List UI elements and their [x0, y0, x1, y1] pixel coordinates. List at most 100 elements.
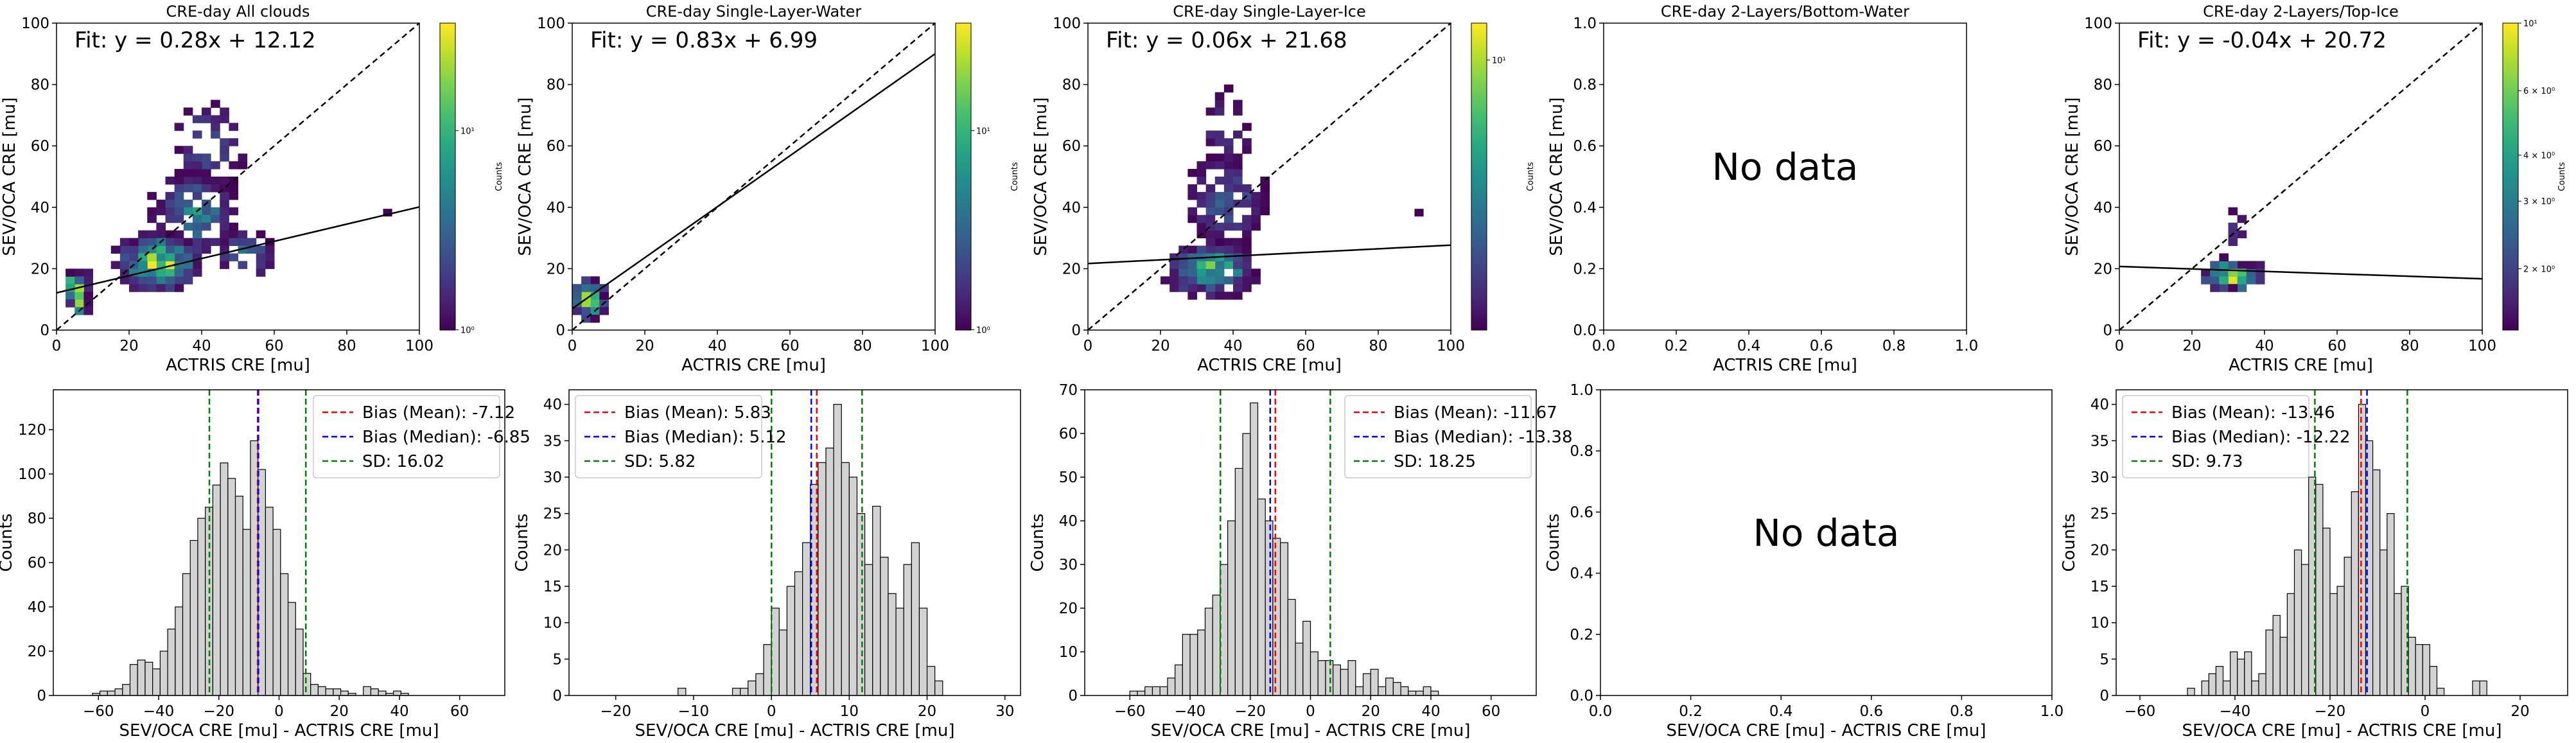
histogram-bar — [1400, 686, 1409, 696]
hist-ylabel: Counts — [0, 514, 16, 572]
density-cell — [138, 230, 148, 239]
density-cell — [192, 184, 202, 193]
hist-xtick-label: 0.0 — [1589, 703, 1613, 720]
density-cell — [1242, 184, 1252, 193]
density-cell — [1223, 161, 1234, 170]
density-cell — [1205, 230, 1216, 239]
hist-xtick-label: 20 — [2510, 703, 2529, 720]
colorbar-label: Counts — [2557, 162, 2567, 191]
histogram-bar — [2379, 549, 2388, 696]
histogram-bar — [778, 629, 787, 696]
density-cell — [2246, 276, 2256, 284]
density-cell — [256, 253, 266, 261]
histogram-bar — [825, 448, 834, 696]
density-cell — [1187, 292, 1197, 300]
density-cell — [1205, 276, 1216, 284]
histogram-panel-4: −60 −40 −20 0 20 0 5 10 15 20 25 30 35 40 SEV/OCA CRE … — [2060, 389, 2568, 740]
density-cell — [1196, 276, 1207, 284]
density-cell — [74, 268, 84, 277]
histogram-bar — [1189, 634, 1198, 696]
histogram-bar — [182, 573, 191, 696]
scatter-xlabel: ACTRIS CRE [mu] — [1197, 356, 1342, 375]
colorbar-label: Counts — [1526, 162, 1536, 191]
hist-xtick-label: 1.0 — [2040, 703, 2064, 720]
density-cell — [119, 245, 130, 254]
scatter-xlabel: ACTRIS CRE [mu] — [2229, 356, 2373, 375]
histogram-bar — [771, 608, 780, 696]
hist-xlabel: SEV/OCA CRE [mu] - ACTRIS CRE [mu] — [119, 721, 439, 740]
density-cell — [1187, 268, 1197, 277]
scatter-ytick-label: 80 — [547, 77, 565, 94]
scatter-ytick-label: 0.4 — [1573, 200, 1597, 216]
hist-xtick-label: 0 — [1306, 703, 1315, 720]
density-cell — [138, 276, 148, 284]
density-cell — [1223, 191, 1234, 200]
density-cell — [220, 230, 229, 239]
density-cell — [220, 245, 229, 254]
hist-xtick-label: −60 — [2125, 703, 2156, 720]
histogram-bar — [934, 680, 943, 696]
density-cell — [1233, 184, 1243, 193]
density-cell — [1233, 245, 1243, 254]
histogram-panel-3: 0.0 0.2 0.4 0.6 0.8 1.0 0.0 0.2 0.4 0.6 0.8 1.0 SEV/… — [1544, 382, 2063, 740]
histogram-bar — [833, 404, 842, 696]
density-cell — [1223, 146, 1234, 154]
density-cell — [1178, 284, 1188, 292]
scatter-ytick-label: 0.2 — [1573, 261, 1597, 277]
density-cell — [1205, 191, 1216, 200]
density-cell — [1260, 207, 1270, 216]
scatter-title: CRE-day Single-Layer-Water — [646, 3, 862, 21]
histogram-bar — [2244, 651, 2252, 696]
density-cell — [1223, 276, 1234, 284]
scatter-ytick-label: 100 — [1053, 15, 1081, 32]
density-cell — [174, 169, 184, 177]
density-cell — [174, 238, 184, 247]
density-cell — [202, 207, 211, 216]
density-cell — [83, 276, 93, 284]
density-cell — [1205, 214, 1216, 223]
histogram-bar — [159, 651, 168, 696]
density-cell — [238, 238, 248, 247]
density-cell — [1205, 161, 1216, 170]
density-cell — [1214, 161, 1225, 170]
histogram-bar — [880, 557, 889, 696]
scatter-xtick-label: 60 — [2327, 338, 2346, 354]
density-cell — [202, 153, 211, 162]
density-cell — [265, 245, 275, 254]
density-cell — [1187, 169, 1197, 177]
hist-ytick-label: 60 — [1059, 426, 1078, 442]
density-cell — [1205, 284, 1216, 292]
colorbar — [440, 23, 455, 330]
density-cell — [1233, 222, 1243, 231]
histogram-bar — [122, 684, 131, 696]
density-cell — [202, 214, 211, 223]
histogram-bar — [167, 628, 176, 696]
density-cell — [192, 230, 202, 239]
density-cell — [211, 100, 220, 108]
density-cell — [581, 276, 591, 284]
hist-ytick-label: 60 — [28, 555, 46, 572]
scatter-ytick-label: 1.0 — [1573, 15, 1597, 32]
density-cell — [66, 268, 75, 277]
histogram-bar — [864, 564, 873, 696]
density-cell — [265, 261, 275, 269]
histogram-panel-1: −20 −10 0 10 20 30 0 5 10 15 20 25 30 35 40 SEV/OCA CRE… — [513, 389, 1021, 740]
density-cell — [174, 184, 184, 193]
axes-frame — [568, 389, 1021, 696]
histogram-bar — [1423, 686, 1432, 696]
histogram-bar — [2251, 680, 2259, 696]
hist-ytick-label: 120 — [18, 422, 46, 439]
axes-frame — [1087, 22, 1451, 331]
density-cell — [1170, 261, 1179, 269]
density-cell — [2237, 214, 2247, 223]
density-cell — [156, 199, 166, 208]
density-cell — [192, 214, 202, 223]
density-cell — [1251, 214, 1261, 223]
histogram-bar — [1408, 690, 1417, 696]
histogram-bar — [1295, 642, 1304, 696]
histogram-bar — [2422, 644, 2431, 696]
histogram-bar — [1378, 686, 1387, 696]
scatter-ytick-label: 40 — [1062, 200, 1081, 216]
density-cell — [1214, 245, 1225, 254]
